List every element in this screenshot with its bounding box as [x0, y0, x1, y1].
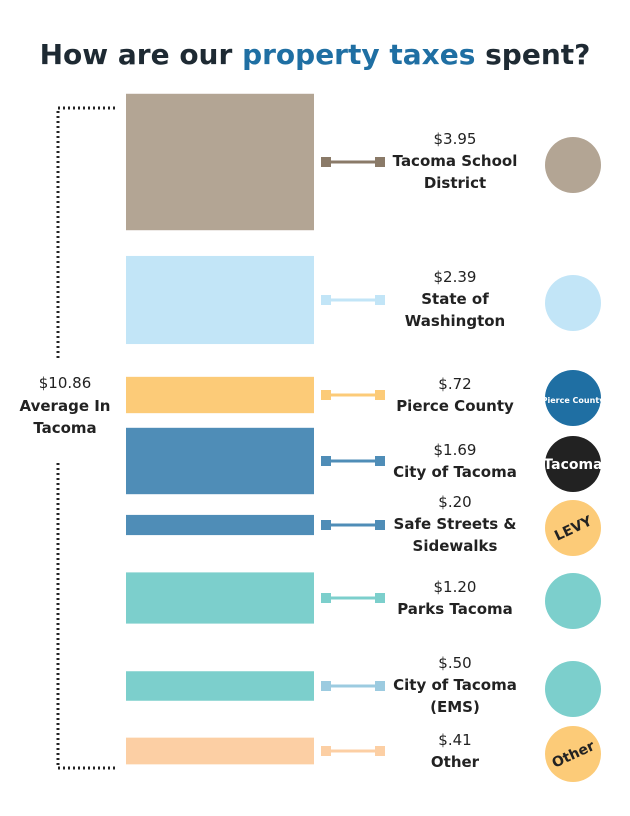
category-label: Safe Streets & Sidewalks — [393, 515, 517, 555]
icon — [545, 436, 601, 492]
connector-end — [321, 390, 331, 400]
icon — [545, 370, 601, 426]
value-label: $.20 — [438, 493, 472, 511]
total-value: $10.86 — [38, 374, 92, 392]
connector-end — [321, 681, 331, 691]
bar — [126, 572, 314, 624]
category-label: Pierce County — [396, 397, 514, 415]
bar — [126, 671, 314, 701]
icon — [545, 661, 601, 717]
category-label: Tacoma School District — [392, 152, 518, 192]
category-label: State of Washington — [404, 290, 506, 330]
icon — [545, 573, 601, 629]
connector-end — [375, 681, 385, 691]
total-label: Average In Tacoma — [19, 397, 111, 437]
bracket — [56, 106, 115, 770]
connector-end — [321, 746, 331, 756]
category-label: Other — [430, 753, 480, 771]
connector-end — [375, 593, 385, 603]
value-label: $1.20 — [433, 578, 477, 596]
category-label: Parks Tacoma — [397, 600, 513, 618]
connector-end — [321, 520, 331, 530]
title-text: spent? — [485, 38, 591, 71]
bar — [126, 376, 314, 414]
bar — [126, 427, 314, 495]
bar — [126, 737, 314, 765]
connector-end — [375, 520, 385, 530]
icon — [545, 137, 601, 193]
connector-end — [321, 456, 331, 466]
icon-label: Pierce County — [542, 396, 606, 405]
chart-title: How are our property taxes spent? — [0, 38, 630, 71]
title-text: How are our — [39, 38, 233, 71]
connector-end — [375, 390, 385, 400]
bar — [126, 514, 314, 536]
connector-end — [321, 157, 331, 167]
connector-end — [321, 593, 331, 603]
value-label: $.50 — [438, 654, 472, 672]
icon — [545, 500, 601, 556]
category-label: City of Tacoma (EMS) — [393, 676, 517, 716]
value-label: $2.39 — [433, 268, 477, 286]
connector-end — [375, 746, 385, 756]
icon — [545, 275, 601, 331]
value-label: $1.69 — [433, 441, 477, 459]
value-label: $.72 — [438, 375, 472, 393]
category-label: City of Tacoma — [393, 463, 517, 481]
bar — [126, 255, 314, 345]
bar — [126, 93, 314, 231]
value-label: $.41 — [438, 731, 472, 749]
connector-end — [375, 456, 385, 466]
icon-label: Tacoma — [543, 457, 602, 473]
title-highlight: property taxes — [242, 38, 476, 71]
connector-end — [375, 157, 385, 167]
connector-end — [321, 295, 331, 305]
icon — [545, 726, 601, 782]
value-label: $3.95 — [433, 130, 477, 148]
connector-end — [375, 295, 385, 305]
